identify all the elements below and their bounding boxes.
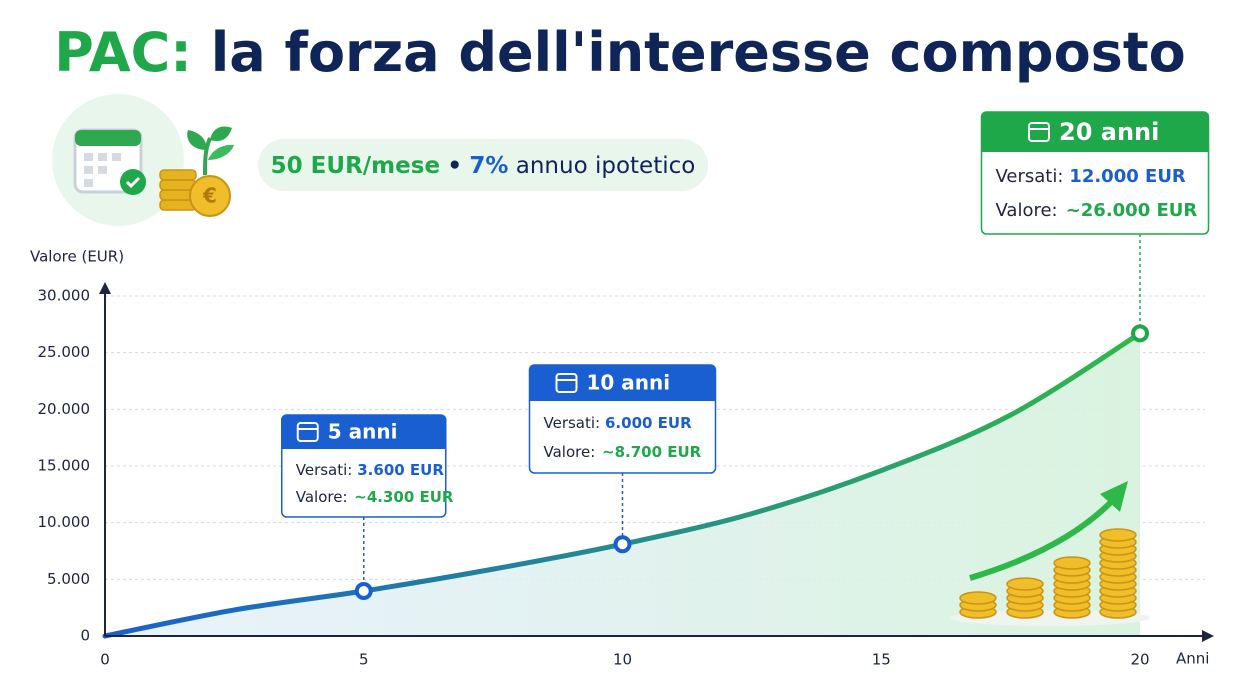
subtitle: 50 EUR/mese • 7% annuo ipotetico [271,153,696,179]
calendar-icon [555,373,578,393]
title-part: la forza dell'interesse composto [211,21,1186,84]
y-tick-label: 20.000 [38,400,91,418]
subtitle-part: 7% [469,153,508,179]
area [105,333,1140,636]
point-marker [354,582,373,601]
x-axis-label: Anni [1176,650,1209,668]
svg-text:€: € [202,184,217,208]
x-tick-label: 0 [100,651,110,669]
x-axis-arrow [1202,630,1214,642]
x-tick-label: 15 [872,651,891,669]
x-tick-label: 10 [613,651,632,669]
decor-coins [950,481,1150,626]
decor-icon: € [52,94,234,226]
callout-row-label: Valore: [544,443,596,461]
callout-row-label: Valore: [996,200,1058,221]
callout-title: 10 anni [587,371,671,395]
subtitle-pill [258,139,708,191]
callout-row-label: Versati: [996,166,1064,187]
callout-row-value: 3.600 EUR [357,461,444,479]
callout-header [281,415,446,449]
y-tick-label: 10.000 [38,513,91,531]
x-tick-label: 5 [359,651,369,669]
callout-row-value: ~4.300 EUR [354,488,454,506]
callout-title: 5 anni [328,420,398,444]
callout-row-value: 12.000 EUR [1069,166,1186,187]
y-tick-label: 15.000 [38,457,91,475]
point-marker [1131,324,1149,343]
callout-row-value: 6.000 EUR [605,414,692,432]
y-tick-label: 5.000 [47,570,90,588]
point-marker [613,535,632,554]
title-part: PAC: [54,21,192,84]
y-axis-label: Valore (EUR) [30,248,124,266]
callout-row-label: Versati: [296,461,353,479]
y-axis-arrow [99,282,111,294]
callout-row-label: Versati: [544,414,601,432]
callout-row-label: Valore: [296,488,348,506]
y-tick-label: 30.000 [38,287,91,305]
y-tick-label: 0 [80,627,90,645]
callout-row-value: ~26.000 EUR [1066,200,1198,221]
subtitle-part: annuo ipotetico [516,153,696,179]
chart-title: PAC: la forza dell'interesse composto [54,21,1185,84]
x-tick-label: 20 [1130,651,1149,669]
y-tick-label: 25.000 [38,343,91,361]
subtitle-part: • [447,153,462,179]
callout-title: 20 anni [1059,118,1159,146]
calendar-icon [1028,122,1050,142]
subtitle-part: 50 EUR/mese [271,153,440,179]
calendar-icon [296,422,319,442]
callout-row-value: ~8.700 EUR [602,443,702,461]
